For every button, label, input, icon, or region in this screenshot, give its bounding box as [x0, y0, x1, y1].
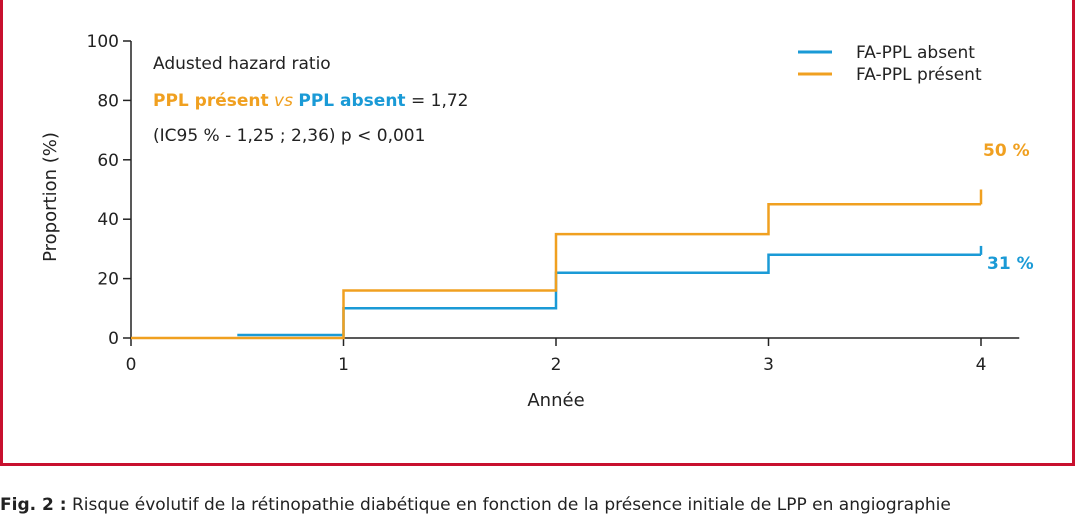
legend-label-absent: FA-PPL absent — [856, 43, 975, 63]
end-label-present: 50 % — [983, 141, 1030, 161]
x-tick-label: 1 — [338, 355, 349, 375]
figure-caption: Fig. 2 : Risque évolutif de la rétinopat… — [0, 494, 1078, 516]
end-label-absent: 31 % — [987, 254, 1034, 274]
y-tick-label: 100 — [87, 32, 119, 52]
y-tick-label: 40 — [97, 210, 119, 230]
y-tick-label: 60 — [97, 151, 119, 171]
caption-text: Risque évolutif de la rétinopathie diabé… — [71, 495, 951, 515]
y-tick-label: 20 — [97, 270, 119, 290]
confidence-interval: (IC95 % - 1,25 ; 2,36) p < 0,001 — [153, 126, 425, 146]
curves — [131, 189, 983, 340]
caption-label: Fig. 2 : — [0, 495, 67, 515]
hazard-ratio-comparison: PPL présent vs PPL absent = 1,72 — [153, 91, 468, 111]
legend-label-present: FA-PPL présent — [856, 65, 982, 85]
y-axis-title: Proportion (%) — [40, 132, 61, 262]
x-tick-label: 0 — [126, 355, 137, 375]
ppl-absent-label: PPL absent — [298, 91, 405, 111]
y-tick-label: 80 — [97, 91, 119, 111]
vs-label: vs — [274, 91, 293, 111]
hazard-ratio-value: = 1,72 — [411, 91, 469, 111]
y-tick-label: 0 — [108, 329, 119, 349]
axes — [123, 40, 1020, 346]
labels: 0 20 40 60 80 100 0 1 2 3 4 — [87, 32, 987, 375]
x-axis-title: Année — [527, 390, 584, 411]
series-line-present — [131, 203, 981, 340]
x-tick-label: 3 — [763, 355, 774, 375]
hazard-ratio-title: Adusted hazard ratio — [153, 54, 331, 74]
x-tick-label: 2 — [551, 355, 562, 375]
figure-frame — [0, 0, 1075, 466]
series-line-absent — [237, 253, 981, 337]
x-tick-label: 4 — [976, 355, 987, 375]
ppl-present-label: PPL présent — [153, 91, 269, 111]
kaplan-meier-chart: 0 20 40 60 80 100 0 1 2 3 4 Année Proportion (%) A… — [40, 32, 1034, 411]
